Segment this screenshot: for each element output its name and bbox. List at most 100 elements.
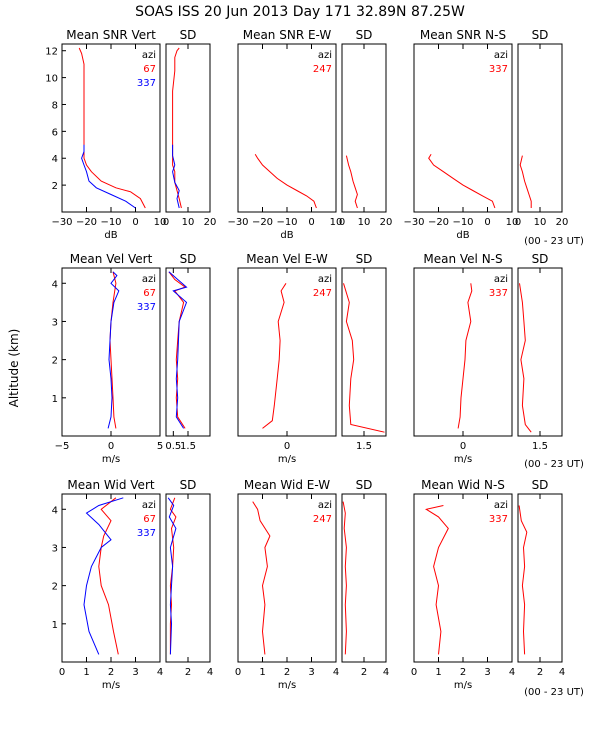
panel-title: Mean Vel Vert <box>70 252 153 266</box>
y-tick-label: 10 <box>45 74 58 85</box>
legend-entry: 247 <box>313 288 332 299</box>
x-tick-label: 10 <box>534 217 547 228</box>
x-tick-label: 4 <box>559 667 565 678</box>
panel-title: Mean SNR Vert <box>66 28 156 42</box>
x-tick-label: 2 <box>460 667 466 678</box>
panel-title: SD <box>532 28 549 42</box>
x-axis-label: m/s <box>102 454 120 465</box>
y-tick-label: 6 <box>52 127 58 138</box>
legend-title: azi <box>318 500 332 511</box>
x-tick-label: 2 <box>284 667 290 678</box>
panel-vel-ns-sd: SD 1.5 <box>517 252 563 452</box>
x-tick-label: 2 <box>108 667 114 678</box>
x-tick-label: 1.5 <box>356 441 372 452</box>
panel-title: Mean Vel N-S <box>423 252 502 266</box>
x-tick-label: −30 <box>403 217 424 228</box>
series-line-337 <box>424 505 449 655</box>
x-axis-label: dB <box>104 230 117 241</box>
legend-title: azi <box>318 50 332 61</box>
panel-frame <box>341 493 387 663</box>
page-title: SOAS ISS 20 Jun 2013 Day 171 32.89N 87.2… <box>135 4 465 20</box>
y-axis-label: Altitude (km) <box>7 329 21 408</box>
panel-title: SD <box>356 252 373 266</box>
y-tick-label: 12 <box>45 47 58 58</box>
x-tick-label: 10 <box>358 217 371 228</box>
x-tick-label: −20 <box>252 217 273 228</box>
panel-title: SD <box>356 28 373 42</box>
series-line-337 <box>107 271 120 429</box>
series-line-337 <box>81 144 136 209</box>
series-line-67 <box>172 47 182 209</box>
panel-frame <box>341 267 387 437</box>
x-tick-label: 20 <box>556 217 569 228</box>
x-tick-label: 1 <box>435 667 441 678</box>
panel-wid-vert-sd: SD 2 4 <box>165 478 213 678</box>
y-tick-label: 4 <box>52 279 58 290</box>
x-tick-label: 10 <box>330 217 343 228</box>
legend-entry: 67 <box>143 64 156 75</box>
x-axis-label: m/s <box>454 454 472 465</box>
x-tick-label: 4 <box>157 667 163 678</box>
panel-title: SD <box>532 252 549 266</box>
panel-wid-vert: Mean Wid Vert 0 1 2 3 4 1 2 3 4 m/s azi 67 337 <box>52 478 164 691</box>
x-tick-label: 0 <box>460 441 466 452</box>
panel-title: SD <box>180 28 197 42</box>
x-tick-label: −10 <box>100 217 121 228</box>
series-line-67 <box>109 271 117 429</box>
panel-snr-vert-sd: SD 0 10 20 <box>163 28 217 228</box>
x-tick-label: 0 <box>339 217 345 228</box>
panel-frame <box>517 267 563 437</box>
x-tick-label: 3 <box>132 667 138 678</box>
x-tick-label: 0 <box>308 217 314 228</box>
y-tick-label: 8 <box>52 100 58 111</box>
series-line-337 <box>172 144 180 209</box>
panel-vel-vert: Mean Vel Vert −5 0 5 1 2 3 4 m/s azi 67 337 <box>52 252 164 465</box>
x-tick-label: −5 <box>55 441 70 452</box>
panel-vel-ew-sd: SD 1.5 <box>341 252 387 452</box>
y-tick-label: 1 <box>52 394 58 405</box>
x-tick-label: 0 <box>284 441 290 452</box>
series-line-337 <box>519 283 532 433</box>
x-axis-label: m/s <box>454 680 472 691</box>
panel-vel-vert-sd: SD 0.51.5 <box>165 252 211 452</box>
panel-title: SD <box>180 478 197 492</box>
y-tick-label: 4 <box>52 154 58 165</box>
series-line-337 <box>519 155 532 208</box>
x-axis-label: dB <box>280 230 293 241</box>
x-tick-label: 0 <box>411 667 417 678</box>
legend-title: azi <box>494 50 508 61</box>
y-tick-label: 2 <box>52 582 58 593</box>
y-tick-label: 3 <box>52 317 58 328</box>
x-tick-label: 0.5 <box>165 441 181 452</box>
panel-frame <box>341 43 387 213</box>
x-tick-label: 1.5 <box>532 441 548 452</box>
x-tick-label: 2 <box>185 667 191 678</box>
x-tick-label: 10 <box>506 217 519 228</box>
x-tick-label: 4 <box>333 667 339 678</box>
panel-frame <box>517 493 563 663</box>
time-range-label-row3: (00 - 23 UT) <box>524 687 584 698</box>
panel-title: SD <box>180 252 197 266</box>
legend-title: azi <box>142 274 156 285</box>
panel-frame <box>165 267 211 437</box>
x-axis-label: m/s <box>278 680 296 691</box>
panel-wid-ew-sd: SD 2 4 <box>341 478 389 678</box>
x-tick-label: 0 <box>163 217 169 228</box>
x-tick-label: 0 <box>59 667 65 678</box>
x-tick-label: −10 <box>276 217 297 228</box>
x-tick-label: 10 <box>182 217 195 228</box>
x-tick-label: 1 <box>83 667 89 678</box>
x-tick-label: 4 <box>207 667 213 678</box>
time-range-label-row1: (00 - 23 UT) <box>524 236 584 247</box>
legend-title: azi <box>318 274 332 285</box>
legend-entry: 337 <box>137 302 156 313</box>
series-line-247 <box>262 283 287 429</box>
x-tick-label: 3 <box>484 667 490 678</box>
x-tick-label: 2 <box>537 667 543 678</box>
series-line-247 <box>254 153 317 209</box>
panel-frame <box>165 493 211 663</box>
legend-entry: 337 <box>489 64 508 75</box>
